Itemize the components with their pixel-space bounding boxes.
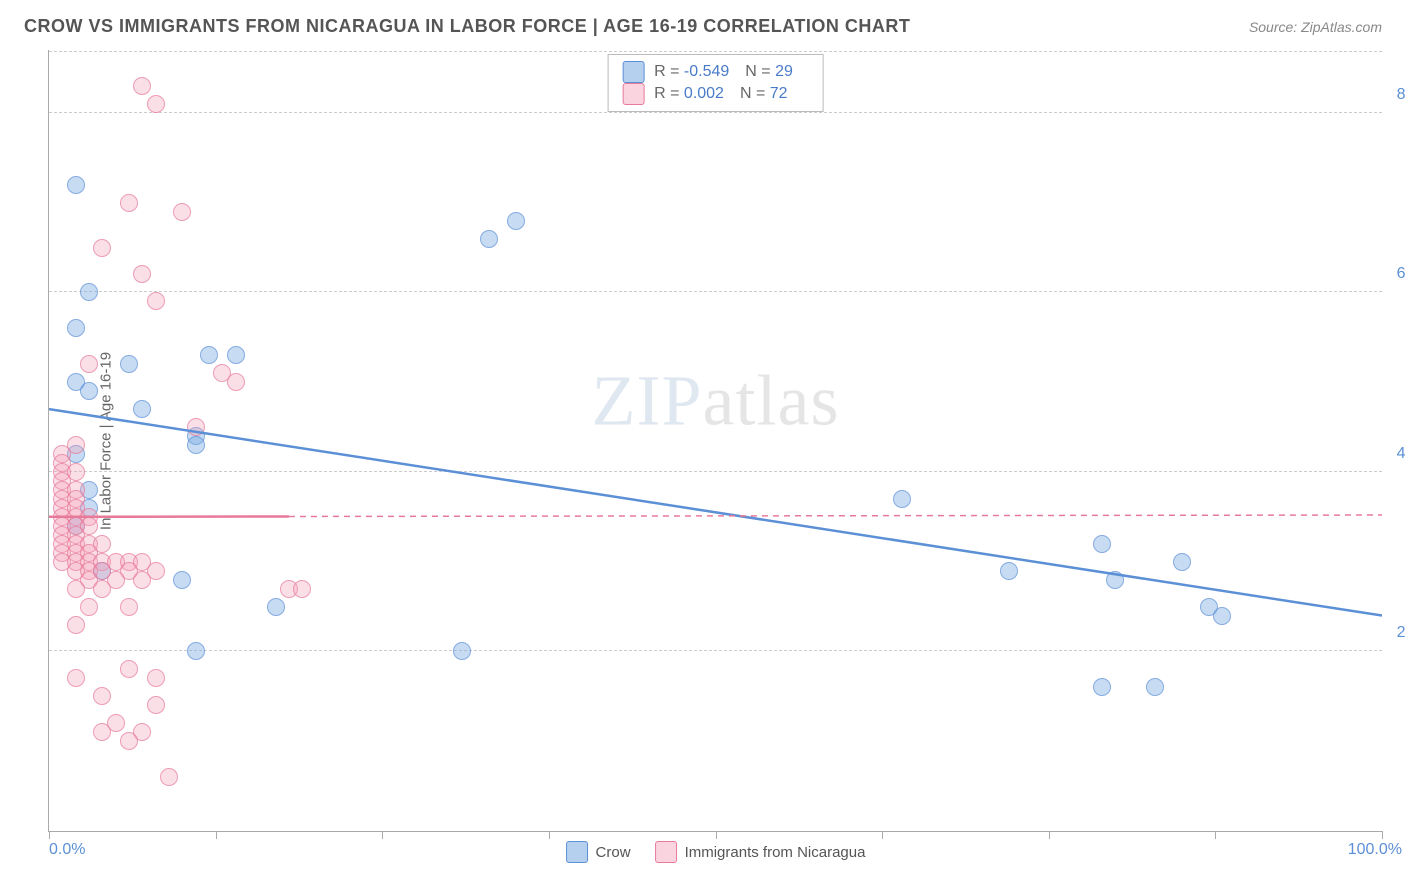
data-point bbox=[507, 212, 525, 230]
legend-swatch bbox=[622, 83, 644, 105]
chart-title: CROW VS IMMIGRANTS FROM NICARAGUA IN LAB… bbox=[24, 16, 910, 37]
data-point bbox=[120, 598, 138, 616]
correlation-legend: R = -0.549N = 29 R = 0.002N = 72 bbox=[607, 54, 824, 112]
legend-stat-row: R = 0.002N = 72 bbox=[622, 83, 809, 105]
gridline-h bbox=[49, 471, 1382, 472]
data-point bbox=[67, 319, 85, 337]
chart-plot-area: In Labor Force | Age 16-19 ZIPatlas R = … bbox=[48, 50, 1382, 832]
legend-swatch bbox=[655, 841, 677, 863]
data-point bbox=[1093, 535, 1111, 553]
data-point bbox=[200, 346, 218, 364]
x-tick-label: 0.0% bbox=[49, 841, 85, 859]
data-point bbox=[80, 283, 98, 301]
data-point bbox=[1106, 571, 1124, 589]
data-point bbox=[67, 616, 85, 634]
data-point bbox=[147, 669, 165, 687]
data-point bbox=[133, 77, 151, 95]
legend-stat-row: R = -0.549N = 29 bbox=[622, 61, 809, 83]
x-tick bbox=[882, 831, 883, 839]
data-point bbox=[173, 571, 191, 589]
data-point bbox=[120, 355, 138, 373]
data-point bbox=[187, 436, 205, 454]
data-point bbox=[93, 723, 111, 741]
trend-overlay bbox=[49, 50, 1382, 831]
data-point bbox=[93, 687, 111, 705]
x-tick bbox=[382, 831, 383, 839]
legend-label: Crow bbox=[596, 844, 631, 861]
legend-swatch bbox=[622, 61, 644, 83]
data-point bbox=[147, 292, 165, 310]
y-tick-label: 60.0% bbox=[1397, 265, 1406, 283]
x-tick-label: 100.0% bbox=[1348, 841, 1402, 859]
data-point bbox=[147, 696, 165, 714]
data-point bbox=[80, 598, 98, 616]
data-point bbox=[160, 768, 178, 786]
legend-stat-text: R = 0.002N = 72 bbox=[654, 85, 803, 103]
watermark: ZIPatlas bbox=[592, 360, 840, 443]
data-point bbox=[93, 580, 111, 598]
series-legend: Crow Immigrants from Nicaragua bbox=[566, 841, 866, 863]
gridline-h bbox=[49, 291, 1382, 292]
data-point bbox=[133, 400, 151, 418]
data-point bbox=[93, 239, 111, 257]
data-point bbox=[120, 660, 138, 678]
data-point bbox=[120, 194, 138, 212]
x-tick bbox=[1049, 831, 1050, 839]
data-point bbox=[1213, 607, 1231, 625]
x-tick bbox=[1215, 831, 1216, 839]
y-axis-title: In Labor Force | Age 16-19 bbox=[98, 351, 115, 529]
data-point bbox=[227, 373, 245, 391]
data-point bbox=[173, 203, 191, 221]
data-point bbox=[1146, 678, 1164, 696]
x-tick bbox=[1382, 831, 1383, 839]
data-point bbox=[267, 598, 285, 616]
data-point bbox=[1000, 562, 1018, 580]
legend-stat-text: R = -0.549N = 29 bbox=[654, 63, 809, 81]
data-point bbox=[120, 732, 138, 750]
data-point bbox=[187, 418, 205, 436]
data-point bbox=[893, 490, 911, 508]
data-point bbox=[80, 355, 98, 373]
data-point bbox=[227, 346, 245, 364]
legend-item: Crow bbox=[566, 841, 631, 863]
x-tick bbox=[49, 831, 50, 839]
data-point bbox=[147, 95, 165, 113]
legend-item: Immigrants from Nicaragua bbox=[655, 841, 866, 863]
x-tick bbox=[716, 831, 717, 839]
y-tick-label: 40.0% bbox=[1397, 445, 1406, 463]
data-point bbox=[453, 642, 471, 660]
data-point bbox=[133, 571, 151, 589]
data-point bbox=[480, 230, 498, 248]
data-point bbox=[67, 669, 85, 687]
data-point bbox=[67, 580, 85, 598]
legend-label: Immigrants from Nicaragua bbox=[685, 844, 866, 861]
y-tick-label: 20.0% bbox=[1397, 624, 1406, 642]
data-point bbox=[187, 642, 205, 660]
data-point bbox=[80, 382, 98, 400]
gridline-h bbox=[49, 650, 1382, 651]
x-tick bbox=[549, 831, 550, 839]
data-point bbox=[67, 176, 85, 194]
data-point bbox=[293, 580, 311, 598]
legend-swatch bbox=[566, 841, 588, 863]
source-label: Source: ZipAtlas.com bbox=[1249, 19, 1382, 35]
y-tick-label: 80.0% bbox=[1397, 86, 1406, 104]
gridline-h bbox=[49, 51, 1382, 52]
data-point bbox=[133, 265, 151, 283]
gridline-h bbox=[49, 112, 1382, 113]
x-tick bbox=[216, 831, 217, 839]
data-point bbox=[1173, 553, 1191, 571]
data-point bbox=[1093, 678, 1111, 696]
